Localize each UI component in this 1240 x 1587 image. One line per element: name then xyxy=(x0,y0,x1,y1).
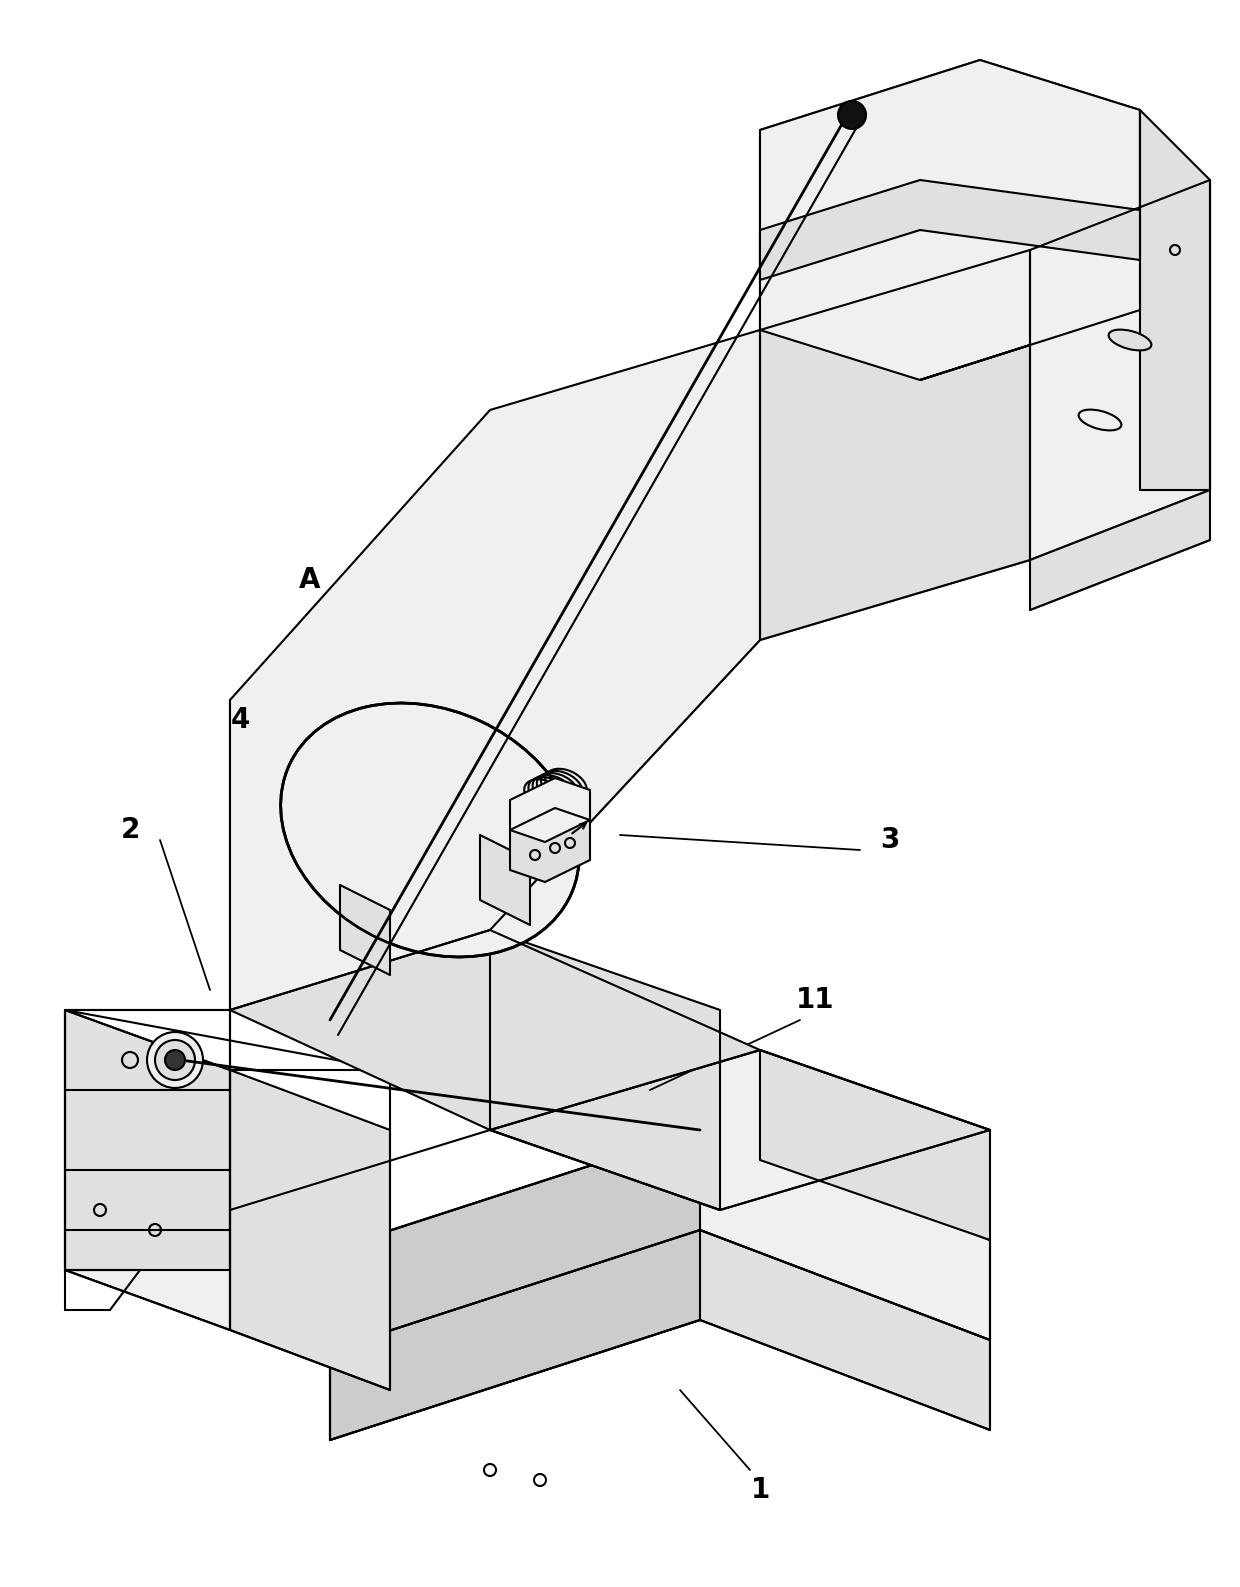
Circle shape xyxy=(155,1039,195,1081)
Text: A: A xyxy=(299,567,321,594)
Polygon shape xyxy=(1030,179,1210,560)
Polygon shape xyxy=(64,1009,391,1070)
Circle shape xyxy=(165,1051,185,1070)
Polygon shape xyxy=(490,930,720,1209)
Text: 4: 4 xyxy=(231,706,249,735)
Text: 2: 2 xyxy=(120,816,140,844)
Polygon shape xyxy=(760,179,1140,279)
Polygon shape xyxy=(760,60,1140,379)
Polygon shape xyxy=(510,808,590,882)
Text: 1: 1 xyxy=(750,1476,770,1504)
Polygon shape xyxy=(64,1009,229,1330)
Ellipse shape xyxy=(280,703,579,957)
Ellipse shape xyxy=(1109,330,1152,351)
Polygon shape xyxy=(920,110,1140,379)
Polygon shape xyxy=(1140,110,1210,490)
Polygon shape xyxy=(330,1130,701,1439)
Circle shape xyxy=(838,102,866,129)
Polygon shape xyxy=(330,1230,990,1439)
Polygon shape xyxy=(330,1130,990,1351)
Polygon shape xyxy=(229,330,760,1009)
Polygon shape xyxy=(480,835,529,925)
Polygon shape xyxy=(760,251,1030,640)
Polygon shape xyxy=(340,886,391,974)
Text: 11: 11 xyxy=(796,986,835,1014)
Polygon shape xyxy=(229,930,760,1130)
Polygon shape xyxy=(229,1070,391,1390)
Text: 3: 3 xyxy=(880,825,900,854)
Polygon shape xyxy=(490,1051,990,1209)
Circle shape xyxy=(148,1032,203,1089)
Polygon shape xyxy=(64,1009,229,1270)
Polygon shape xyxy=(510,778,590,843)
Polygon shape xyxy=(1030,490,1210,609)
Polygon shape xyxy=(760,1051,990,1239)
